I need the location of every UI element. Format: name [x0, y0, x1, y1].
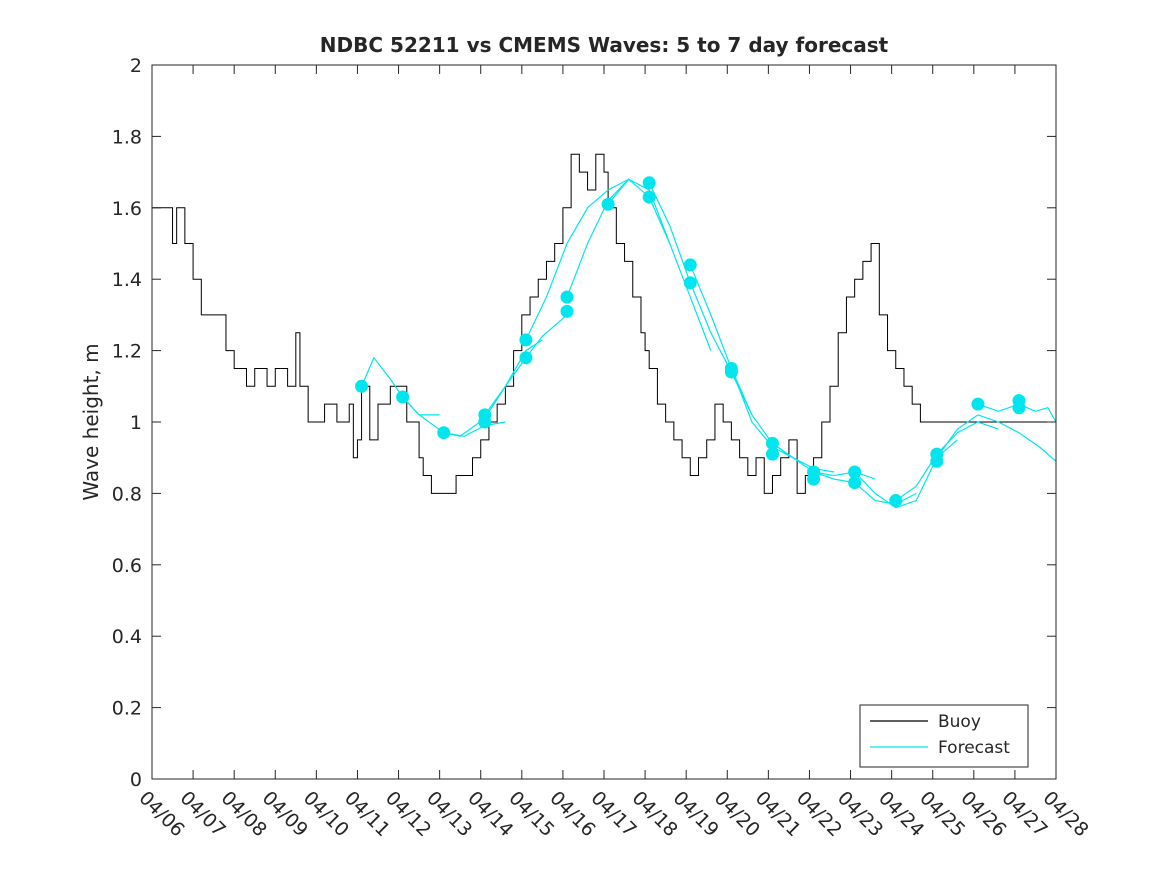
y-tick-label: 0.8: [112, 483, 142, 505]
forecast-series-line: [361, 356, 440, 416]
forecast-series-line: [607, 178, 712, 351]
forecast-marker: [683, 258, 697, 272]
forecast-marker: [519, 351, 533, 365]
y-tick-label: 1.4: [112, 269, 142, 291]
forecast-marker: [601, 197, 615, 211]
forecast-marker: [355, 379, 369, 393]
y-tick-label: 0.2: [112, 698, 142, 720]
forecast-marker: [560, 290, 574, 304]
forecast-series-line: [525, 178, 629, 341]
y-tick-label: 0: [130, 769, 142, 791]
forecast-marker: [765, 447, 779, 461]
forecast-marker: [683, 276, 697, 290]
y-tick-label: 1: [130, 412, 142, 434]
y-tick-label: 1.6: [112, 198, 142, 220]
forecast-series-line: [977, 403, 1057, 423]
legend-entry-label: Buoy: [938, 712, 981, 732]
forecast-marker: [478, 415, 492, 429]
forecast-marker: [437, 426, 451, 440]
forecast-marker: [889, 494, 903, 508]
forecast-marker: [560, 304, 574, 318]
forecast-marker: [848, 465, 862, 479]
forecast-marker: [724, 365, 738, 379]
y-tick-label: 1.8: [112, 126, 142, 148]
y-tick-label: 0.4: [112, 626, 142, 648]
y-axis-label: Wave height, m: [79, 343, 103, 500]
legend: Buoy Forecast: [859, 704, 1029, 768]
forecast-marker: [848, 476, 862, 490]
chart-title: NDBC 52211 vs CMEMS Waves: 5 to 7 day fo…: [320, 33, 889, 57]
forecast-marker: [642, 176, 656, 190]
forecast-marker: [642, 190, 656, 204]
buoy-series-line: [152, 153, 1056, 494]
forecast-marker: [930, 454, 944, 468]
forecast-marker: [1012, 401, 1026, 415]
forecast-marker: [765, 436, 779, 450]
forecast-series-line: [936, 414, 1057, 462]
forecast-series-line: [443, 339, 543, 437]
plot-area: [152, 65, 1056, 779]
legend-entry-label: Forecast: [938, 738, 1010, 758]
plot-series-group: [152, 153, 1057, 509]
forecast-marker: [396, 390, 410, 404]
forecast-series-line: [648, 182, 753, 416]
forecast-marker: [971, 397, 985, 411]
y-tick-label: 2: [130, 55, 142, 77]
y-tick-label: 0.6: [112, 555, 142, 577]
forecast-marker: [807, 472, 821, 486]
y-tick-label: 1.2: [112, 341, 142, 363]
legend-box: [859, 704, 1029, 768]
forecast-marker: [519, 333, 533, 347]
